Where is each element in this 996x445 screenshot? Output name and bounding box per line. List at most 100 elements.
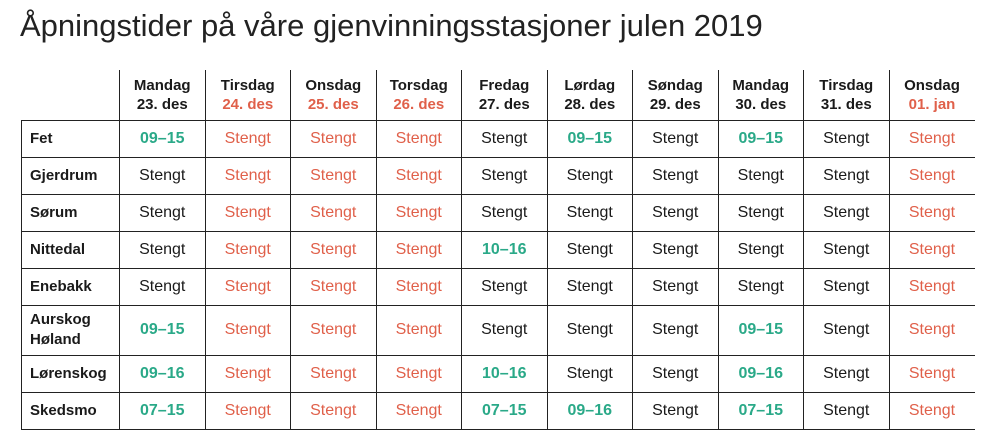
hours-cell: Stengt	[888, 268, 975, 306]
hours-cell: 09–16	[717, 355, 804, 393]
station-name: Enebakk	[21, 268, 120, 306]
hours-cell: Stengt	[546, 157, 633, 195]
table-row: Nittedal Stengt Stengt Stengt Stengt 10–16 Ste…	[21, 231, 975, 269]
hours-cell: Stengt	[375, 194, 462, 232]
table-row: Gjerdrum Stengt Stengt Stengt Stengt Stengt St…	[21, 157, 975, 195]
day-name: Søndag	[647, 76, 703, 94]
hours-cell: 10–16	[461, 231, 547, 269]
station-name: Sørum	[21, 194, 120, 232]
hours-cell: Stengt	[204, 231, 291, 269]
day-name: Onsdag	[904, 76, 960, 94]
hours-cell: Stengt	[204, 120, 291, 158]
hours-cell: 07–15	[119, 392, 205, 430]
hours-cell: 09–15	[119, 120, 205, 158]
hours-cell: Stengt	[803, 157, 889, 195]
day-name: Torsdag	[389, 76, 448, 94]
hours-cell: Stengt	[632, 231, 718, 269]
hours-cell: 07–15	[461, 392, 547, 430]
hours-cell: Stengt	[119, 157, 205, 195]
day-date: 27. des	[478, 95, 530, 113]
table-corner	[21, 70, 120, 121]
hours-cell: Stengt	[632, 392, 718, 430]
hours-cell: Stengt	[546, 355, 633, 393]
hours-cell: Stengt	[546, 231, 633, 269]
hours-cell: Stengt	[717, 268, 804, 306]
hours-cell: Stengt	[632, 194, 718, 232]
hours-cell: Stengt	[888, 305, 975, 356]
hours-cell: Stengt	[546, 194, 633, 232]
day-name: Onsdag	[305, 76, 362, 94]
hours-cell: Stengt	[632, 268, 718, 306]
day-name: Fredag	[479, 76, 530, 94]
hours-cell: Stengt	[204, 305, 291, 356]
hours-cell: Stengt	[632, 305, 718, 356]
day-name: Tirsdag	[220, 76, 275, 94]
hours-cell: Stengt	[717, 157, 804, 195]
hours-cell: Stengt	[204, 194, 291, 232]
column-header-day: Tirsdag 24. des	[204, 70, 291, 121]
hours-cell: Stengt	[290, 392, 376, 430]
hours-cell: Stengt	[119, 268, 205, 306]
hours-cell: Stengt	[290, 305, 376, 356]
column-header-day: Onsdag 25. des	[290, 70, 376, 121]
hours-cell: Stengt	[803, 268, 889, 306]
station-name: Skedsmo	[21, 392, 120, 430]
day-date: 26. des	[393, 95, 445, 113]
hours-cell: Stengt	[803, 305, 889, 356]
table-row: Lørenskog 09–16 Stengt Stengt Stengt 10–16 Ste…	[21, 355, 975, 393]
hours-cell: 10–16	[461, 355, 547, 393]
station-name-line: Høland	[30, 331, 81, 348]
table-row: Fet 09–15 Stengt Stengt Stengt Stengt 09–15 Ste…	[21, 120, 975, 158]
hours-cell: Stengt	[204, 392, 291, 430]
hours-cell: Stengt	[290, 194, 376, 232]
table-row: Skedsmo 07–15 Stengt Stengt Stengt 07–15 09–16…	[21, 392, 975, 430]
hours-cell: 09–15	[717, 305, 804, 356]
hours-cell: 07–15	[717, 392, 804, 430]
hours-cell: Stengt	[888, 120, 975, 158]
opening-hours-table: Mandag 23. des Tirsdag 24. des Onsdag 25. des…	[21, 70, 975, 430]
hours-cell: Stengt	[546, 268, 633, 306]
hours-cell: Stengt	[461, 194, 547, 232]
table-body: Fet 09–15 Stengt Stengt Stengt Stengt 09–15 Ste…	[21, 120, 975, 430]
table-header-row: Mandag 23. des Tirsdag 24. des Onsdag 25. des…	[21, 70, 975, 121]
table-row: Aurskog Høland 09–15 Stengt Stengt Stengt Sten…	[21, 305, 975, 356]
table-row: Sørum Stengt Stengt Stengt Stengt Stengt Steng…	[21, 194, 975, 232]
hours-cell: Stengt	[375, 392, 462, 430]
hours-cell: Stengt	[888, 157, 975, 195]
hours-cell: Stengt	[717, 194, 804, 232]
hours-cell: Stengt	[461, 120, 547, 158]
station-name: Gjerdrum	[21, 157, 120, 195]
day-date: 25. des	[307, 95, 359, 113]
hours-cell: Stengt	[375, 231, 462, 269]
hours-cell: Stengt	[803, 231, 889, 269]
hours-cell: Stengt	[888, 231, 975, 269]
hours-cell: Stengt	[888, 194, 975, 232]
hours-cell: Stengt	[119, 194, 205, 232]
table-row: Enebakk Stengt Stengt Stengt Stengt Stengt Ste…	[21, 268, 975, 306]
hours-cell: Stengt	[461, 305, 547, 356]
day-date: 23. des	[136, 95, 188, 113]
hours-cell: Stengt	[375, 120, 462, 158]
day-date: 30. des	[735, 95, 787, 113]
hours-cell: Stengt	[803, 392, 889, 430]
hours-cell: Stengt	[632, 120, 718, 158]
hours-cell: Stengt	[375, 355, 462, 393]
day-date: 28. des	[564, 95, 616, 113]
hours-cell: Stengt	[290, 120, 376, 158]
station-name: Aurskog Høland	[21, 305, 120, 356]
hours-cell: Stengt	[546, 305, 633, 356]
hours-cell: Stengt	[375, 305, 462, 356]
day-date: 31. des	[820, 95, 872, 113]
hours-cell: 09–15	[717, 120, 804, 158]
station-name: Lørenskog	[21, 355, 120, 393]
hours-cell: Stengt	[290, 231, 376, 269]
day-name: Tirsdag	[819, 76, 874, 94]
hours-cell: Stengt	[119, 231, 205, 269]
column-header-day: Mandag 30. des	[717, 70, 804, 121]
day-name: Mandag	[133, 76, 191, 94]
hours-cell: Stengt	[204, 157, 291, 195]
hours-cell: Stengt	[632, 157, 718, 195]
hours-cell: Stengt	[461, 157, 547, 195]
hours-cell: Stengt	[632, 355, 718, 393]
hours-cell: Stengt	[803, 120, 889, 158]
